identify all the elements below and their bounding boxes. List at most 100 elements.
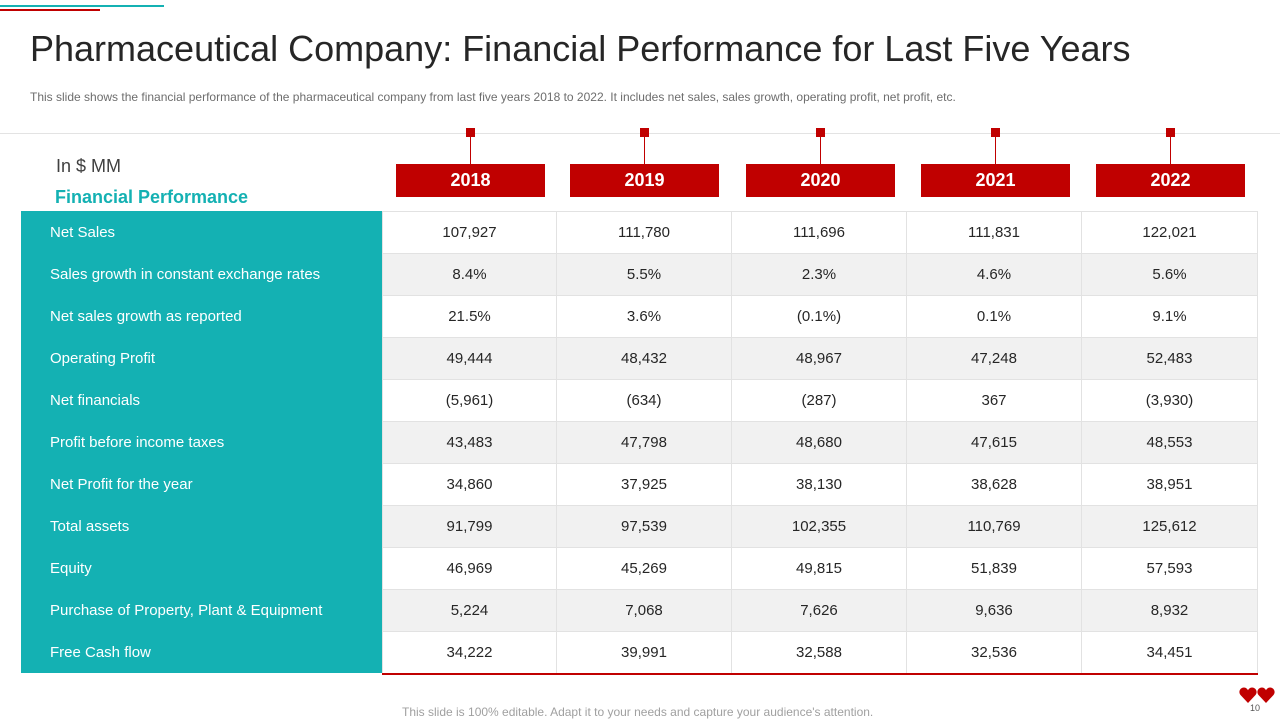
table-cell: 48,967 (732, 337, 907, 379)
table-cell: 107,927 (382, 211, 557, 253)
year-badge: 2019 (570, 164, 719, 197)
row-label-panel (21, 211, 382, 673)
year-pin-stem (644, 137, 645, 164)
table-cell: 2.3% (732, 253, 907, 295)
table-cell: 97,539 (557, 505, 732, 547)
unit-label: In $ MM (56, 156, 122, 176)
year-pin-stem (1170, 137, 1171, 164)
table-cell: 48,553 (1082, 421, 1258, 463)
table-cell: 57,593 (1082, 547, 1258, 589)
year-pin-marker (640, 128, 649, 137)
year-pin-marker (1166, 128, 1175, 137)
table-cell: 5.5% (557, 253, 732, 295)
table-cell: 125,612 (1082, 505, 1258, 547)
table-cell: 8,932 (1082, 589, 1258, 631)
year-badge: 2018 (396, 164, 545, 197)
table-cell: 111,696 (732, 211, 907, 253)
table-cell: (5,961) (382, 379, 557, 421)
table-bottom-border (382, 673, 1258, 675)
table-cell: 5.6% (1082, 253, 1258, 295)
table-cell: 9,636 (907, 589, 1082, 631)
year-header: 2018 (396, 128, 545, 197)
table-cell: 7,626 (732, 589, 907, 631)
row-label: Net Sales (50, 223, 116, 241)
year-badge: 2020 (746, 164, 895, 197)
accent-line-red (0, 9, 100, 11)
table-cell: 9.1% (1082, 295, 1258, 337)
table-cell: 47,248 (907, 337, 1082, 379)
table-cell: 38,628 (907, 463, 1082, 505)
table-cell: 21.5% (382, 295, 557, 337)
row-label: Net Profit for the year (50, 475, 193, 493)
year-badge: 2021 (921, 164, 1070, 197)
table-row: 21.5% 3.6% (0.1%) 0.1% 9.1% (382, 295, 1258, 337)
table-cell: 49,444 (382, 337, 557, 379)
table-cell: 5,224 (382, 589, 557, 631)
table-cell: 367 (907, 379, 1082, 421)
table-row: (5,961) (634) (287) 367 (3,930) (382, 379, 1258, 421)
row-label: Total assets (50, 517, 130, 535)
table-cell: 122,021 (1082, 211, 1258, 253)
table-cell: 34,222 (382, 631, 557, 673)
table-cell: 48,432 (557, 337, 732, 379)
table-cell: (634) (557, 379, 732, 421)
year-header: 2021 (921, 128, 1070, 197)
row-label: Free Cash flow (50, 643, 151, 661)
row-label: Purchase of Property, Plant & Equipment (50, 601, 323, 619)
table-cell: 32,536 (907, 631, 1082, 673)
table-cell: (3,930) (1082, 379, 1258, 421)
table-cell: 111,780 (557, 211, 732, 253)
table-row: 46,969 45,269 49,815 51,839 57,593 (382, 547, 1258, 589)
slide-subtitle: This slide shows the financial performan… (30, 90, 956, 104)
slide-title: Pharmaceutical Company: Financial Perfor… (30, 28, 1131, 69)
table-cell: 48,680 (732, 421, 907, 463)
table-cell: 47,798 (557, 421, 732, 463)
row-label: Sales growth in constant exchange rates (50, 265, 321, 283)
table-row: 8.4% 5.5% 2.3% 4.6% 5.6% (382, 253, 1258, 295)
table-row: 34,222 39,991 32,588 32,536 34,451 (382, 631, 1258, 673)
table-cell: 8.4% (382, 253, 557, 295)
table-cell: 46,969 (382, 547, 557, 589)
table-cell: 52,483 (1082, 337, 1258, 379)
table-row: 43,483 47,798 48,680 47,615 48,553 (382, 421, 1258, 463)
table-cell: 102,355 (732, 505, 907, 547)
year-header: 2022 (1096, 128, 1245, 197)
table-cell: 110,769 (907, 505, 1082, 547)
table-row: 34,860 37,925 38,130 38,628 38,951 (382, 463, 1258, 505)
table-cell: 111,831 (907, 211, 1082, 253)
row-label: Net sales growth as reported (50, 307, 242, 325)
section-heading: Financial Performance (55, 187, 249, 207)
hearts-logo-icon (1239, 687, 1275, 703)
year-header: 2019 (570, 128, 719, 197)
page-number: 10 (1250, 703, 1261, 713)
table-cell: 4.6% (907, 253, 1082, 295)
year-pin-marker (816, 128, 825, 137)
table-cell: 37,925 (557, 463, 732, 505)
year-pin-stem (995, 137, 996, 164)
table-cell: 38,951 (1082, 463, 1258, 505)
year-badge: 2022 (1096, 164, 1245, 197)
table-row: 5,224 7,068 7,626 9,636 8,932 (382, 589, 1258, 631)
table-cell: 34,860 (382, 463, 557, 505)
table-cell: 32,588 (732, 631, 907, 673)
table-cell: (0.1%) (732, 295, 907, 337)
table-cell: (287) (732, 379, 907, 421)
year-pin-stem (820, 137, 821, 164)
row-label: Profit before income taxes (50, 433, 225, 451)
table-cell: 51,839 (907, 547, 1082, 589)
row-label: Net financials (50, 391, 141, 409)
table-cell: 34,451 (1082, 631, 1258, 673)
year-pin-stem (470, 137, 471, 164)
table-cell: 38,130 (732, 463, 907, 505)
table-cell: 91,799 (382, 505, 557, 547)
row-label: Equity (50, 559, 92, 577)
table-cell: 0.1% (907, 295, 1082, 337)
data-table: 107,927 111,780 111,696 111,831 122,021 8.4% 5… (382, 211, 1258, 673)
table-row: 49,444 48,432 48,967 47,248 52,483 (382, 337, 1258, 379)
table-row: 107,927 111,780 111,696 111,831 122,021 (382, 211, 1258, 253)
table-row: 91,799 97,539 102,355 110,769 125,612 (382, 505, 1258, 547)
year-pin-marker (466, 128, 475, 137)
table-cell: 47,615 (907, 421, 1082, 463)
row-label: Operating Profit (50, 349, 156, 367)
table-cell: 45,269 (557, 547, 732, 589)
